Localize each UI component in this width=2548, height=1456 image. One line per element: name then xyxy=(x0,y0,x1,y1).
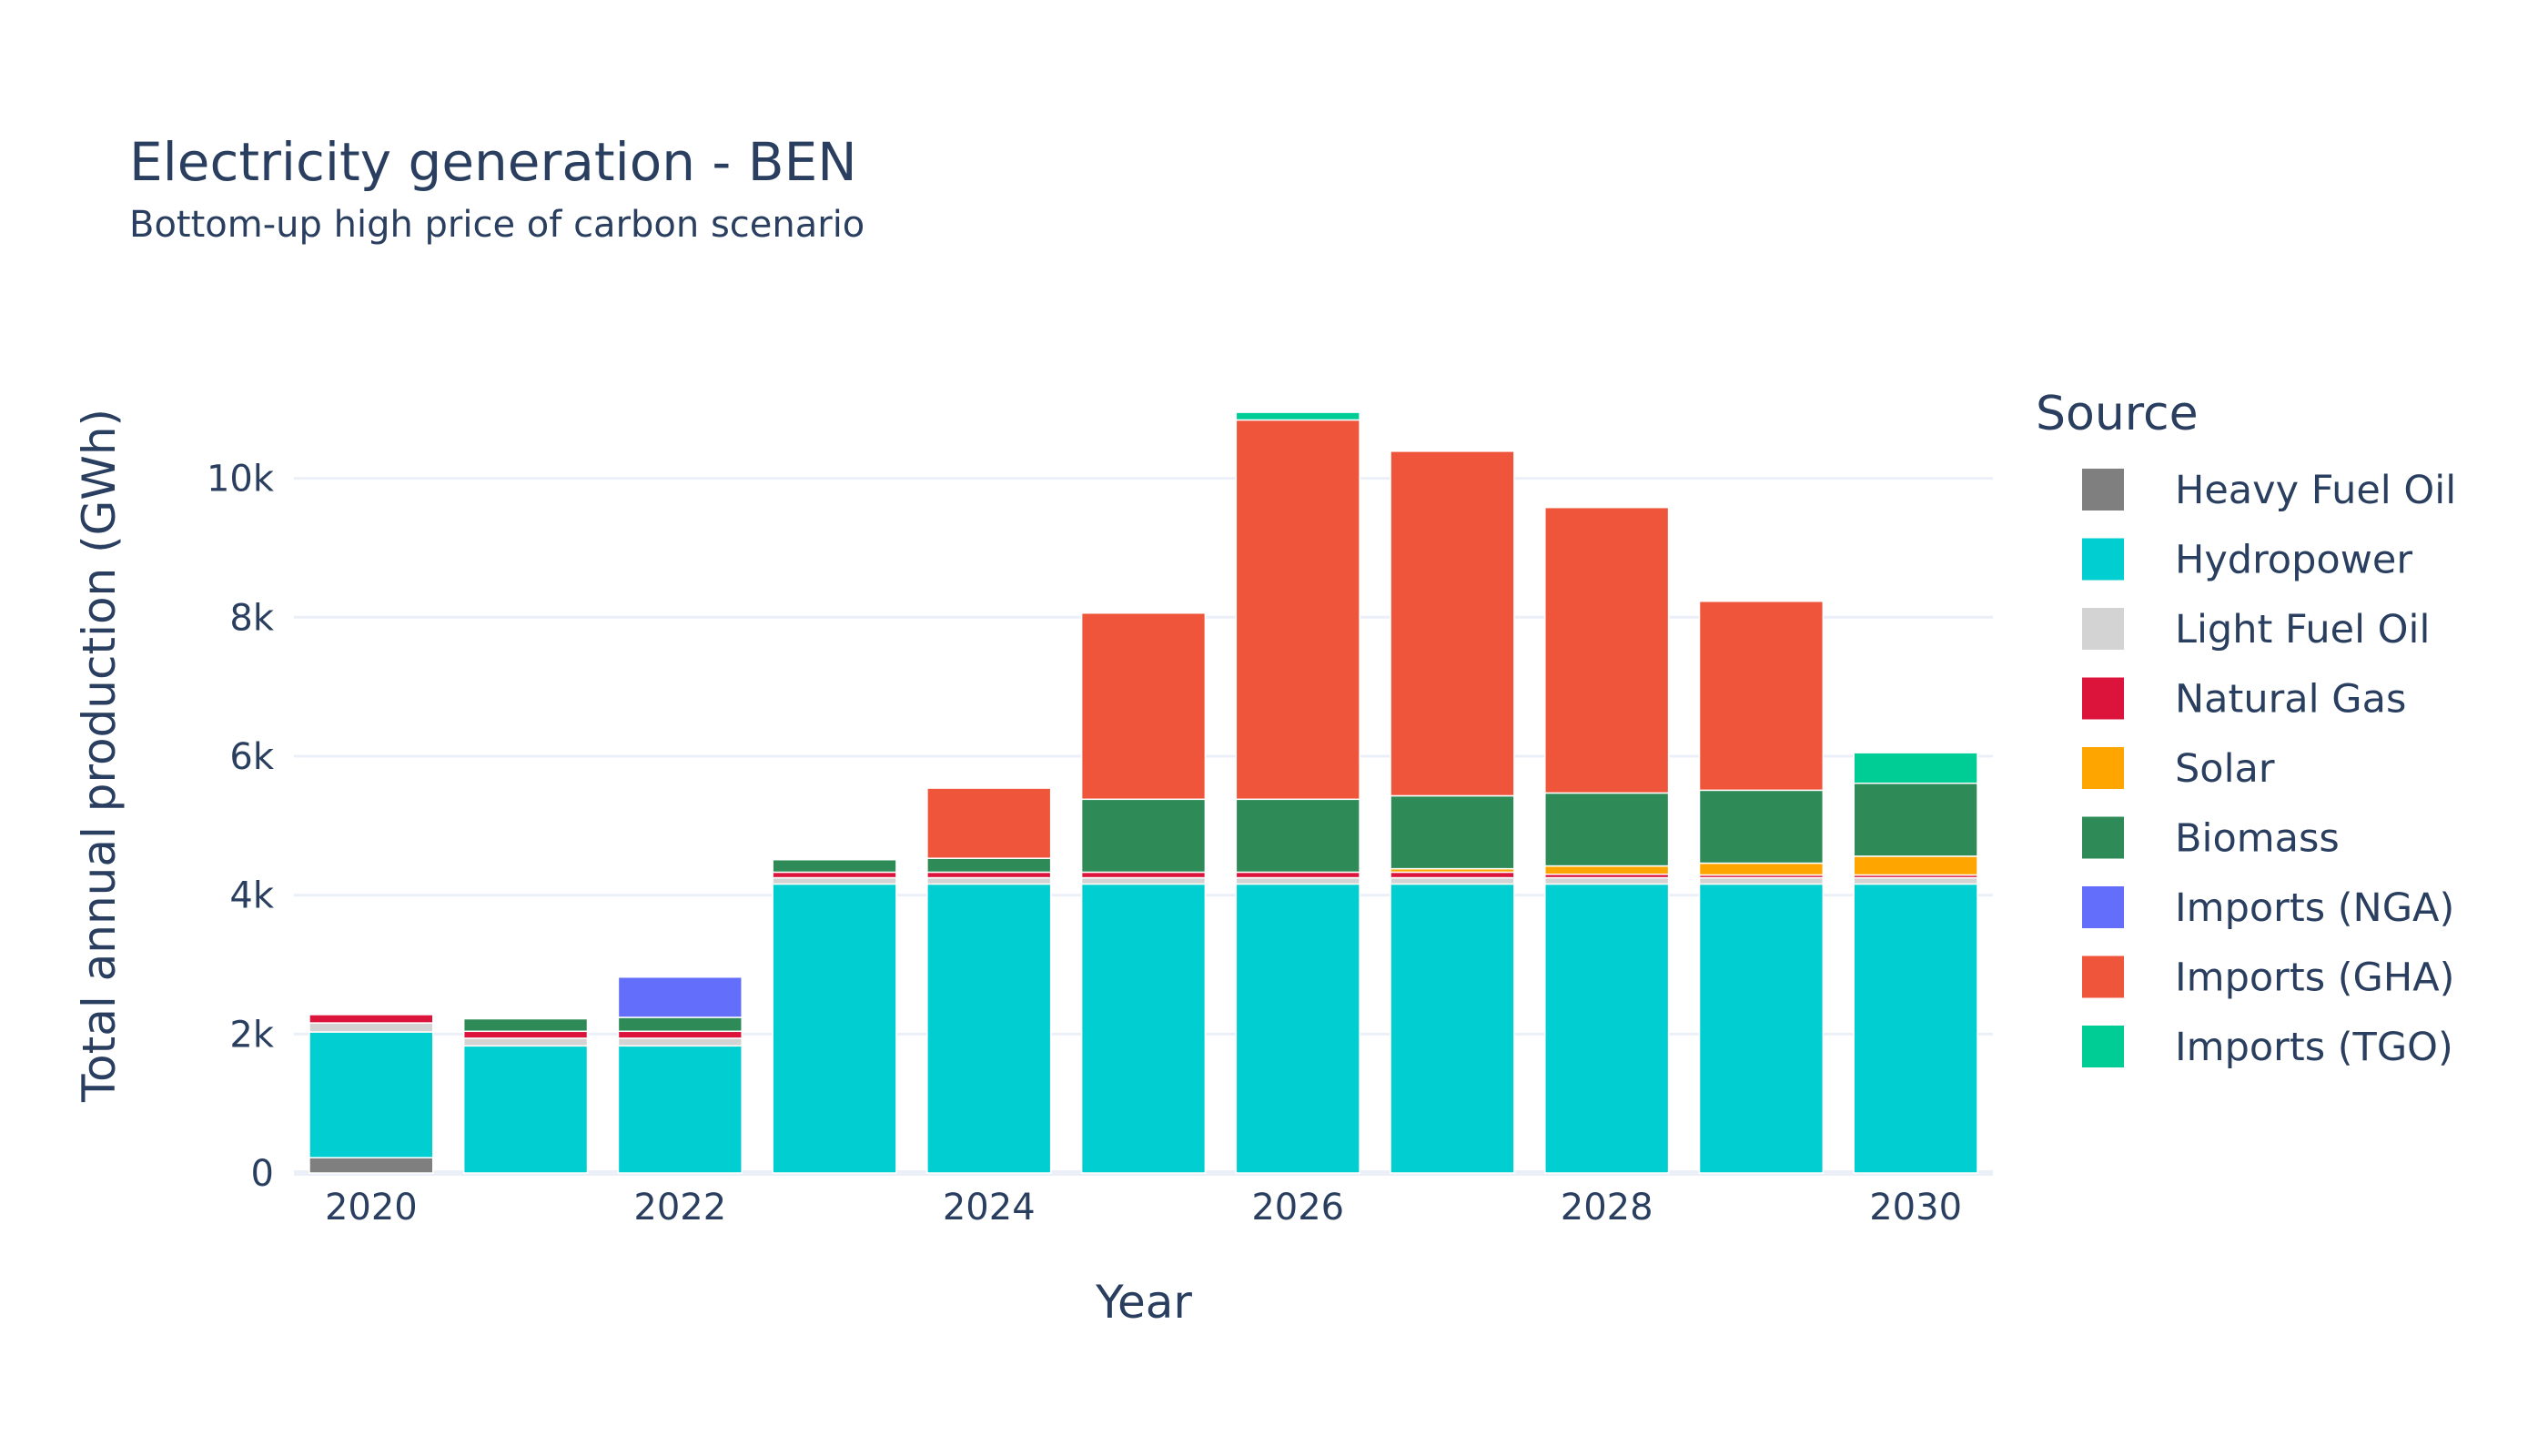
y-tick-10k: 10k xyxy=(207,459,275,500)
legend-label-hydropower: Hydropower xyxy=(2175,538,2412,583)
x-tick-2028: 2028 xyxy=(1561,1187,1653,1228)
bar-natural-gas-2021 xyxy=(462,1030,589,1039)
bar-light-fuel-oil-2027 xyxy=(1390,876,1515,885)
bar-imports-gha-2027 xyxy=(1390,450,1515,797)
legend-swatch-heavy-fuel-oil xyxy=(2082,469,2124,511)
legend-label-natural-gas: Natural Gas xyxy=(2175,677,2406,723)
bar-natural-gas-2026 xyxy=(1235,871,1360,879)
bar-hydropower-2020 xyxy=(308,1031,434,1158)
bar-imports-nga-2022 xyxy=(617,976,743,1018)
bar-hydropower-2026 xyxy=(1235,883,1360,1174)
bar-hydropower-2024 xyxy=(926,883,1052,1174)
bar-biomass-2030 xyxy=(1853,782,1978,857)
x-tick-labels: 2020 2022 2024 2026 2028 2030 xyxy=(325,1187,1962,1228)
bar-hydropower-2029 xyxy=(1698,883,1825,1174)
bar-imports-gha-2024 xyxy=(926,787,1052,859)
legend-swatch-imports-nga xyxy=(2082,886,2124,928)
bar-solar-2028 xyxy=(1544,864,1670,875)
bar-natural-gas-2025 xyxy=(1080,871,1207,879)
bar-biomass-2027 xyxy=(1390,794,1515,870)
legend-swatch-light-fuel-oil xyxy=(2082,608,2124,650)
y-tick-0: 0 xyxy=(251,1153,274,1195)
bar-imports-tgo-2030 xyxy=(1853,752,1978,784)
bar-biomass-2029 xyxy=(1698,789,1825,864)
bar-hydropower-2027 xyxy=(1390,883,1515,1174)
legend-label-biomass: Biomass xyxy=(2175,816,2340,862)
bar-light-fuel-oil-2028 xyxy=(1544,876,1670,885)
legend-label-heavy-fuel-oil: Heavy Fuel Oil xyxy=(2175,468,2456,513)
bar-hydropower-2023 xyxy=(772,883,897,1174)
legend-title: Source xyxy=(2036,387,2199,441)
bar-hydropower-2028 xyxy=(1544,883,1670,1174)
bar-imports-gha-2029 xyxy=(1698,600,1825,792)
chart-subtitle: Bottom-up high price of carbon scenario xyxy=(129,204,864,246)
legend-label-imports-gha: Imports (GHA) xyxy=(2175,956,2454,1001)
bar-biomass-2021 xyxy=(462,1017,589,1033)
x-tick-2024: 2024 xyxy=(943,1187,1036,1228)
x-axis-title: Year xyxy=(1095,1276,1192,1329)
bar-natural-gas-2022 xyxy=(617,1030,743,1039)
x-tick-2022: 2022 xyxy=(633,1187,726,1228)
legend-label-solar: Solar xyxy=(2175,746,2275,792)
y-tick-labels: 0 2k 4k 6k 8k 10k xyxy=(207,459,275,1195)
legend-label-light-fuel-oil: Light Fuel Oil xyxy=(2175,607,2430,652)
bar-hydropower-2022 xyxy=(617,1045,743,1174)
bar-hydropower-2025 xyxy=(1080,883,1207,1174)
legend-swatch-solar xyxy=(2082,747,2124,789)
bar-light-fuel-oil-2025 xyxy=(1080,876,1207,885)
y-axis-title: Total annual production (GWh) xyxy=(73,409,126,1103)
y-tick-2k: 2k xyxy=(229,1014,274,1056)
bar-hydropower-2030 xyxy=(1853,883,1978,1174)
bar-natural-gas-2020 xyxy=(308,1014,434,1024)
y-tick-8k: 8k xyxy=(229,597,274,639)
legend-swatch-imports-gha xyxy=(2082,956,2124,998)
bar-light-fuel-oil-2020 xyxy=(308,1022,434,1033)
bar-biomass-2024 xyxy=(926,857,1052,874)
bar-biomass-2028 xyxy=(1544,792,1670,867)
bar-heavy-fuel-oil-2020 xyxy=(308,1157,434,1174)
bar-solar-2029 xyxy=(1698,862,1825,876)
x-tick-2026: 2026 xyxy=(1251,1187,1344,1228)
bar-imports-gha-2026 xyxy=(1235,419,1360,801)
legend-label-imports-tgo: Imports (TGO) xyxy=(2175,1025,2453,1070)
legend-swatch-hydropower xyxy=(2082,538,2124,581)
y-tick-6k: 6k xyxy=(229,736,274,778)
chart-title: Electricity generation - BEN xyxy=(129,131,857,193)
legend-swatch-biomass xyxy=(2082,816,2124,859)
bar-hydropower-2021 xyxy=(462,1045,589,1174)
bar-natural-gas-2027 xyxy=(1390,871,1515,879)
bar-solar-2030 xyxy=(1853,855,1978,876)
bar-light-fuel-oil-2029 xyxy=(1698,876,1825,885)
legend: Source Heavy Fuel Oil Hydropower Light Fue… xyxy=(2036,387,2456,1070)
bar-light-fuel-oil-2026 xyxy=(1235,876,1360,885)
bar-light-fuel-oil-2022 xyxy=(617,1037,743,1047)
bar-light-fuel-oil-2024 xyxy=(926,876,1052,885)
legend-swatch-imports-tgo xyxy=(2082,1026,2124,1067)
y-tick-4k: 4k xyxy=(229,875,274,917)
x-tick-2020: 2020 xyxy=(325,1187,418,1228)
bar-biomass-2022 xyxy=(617,1016,743,1033)
x-tick-2030: 2030 xyxy=(1869,1187,1962,1228)
bar-natural-gas-2023 xyxy=(772,871,897,879)
bar-imports-gha-2025 xyxy=(1080,612,1207,801)
bar-imports-gha-2028 xyxy=(1544,506,1670,794)
bar-natural-gas-2024 xyxy=(926,871,1052,879)
bar-biomass-2025 xyxy=(1080,798,1207,874)
legend-swatch-natural-gas xyxy=(2082,677,2124,720)
bar-light-fuel-oil-2030 xyxy=(1853,876,1978,885)
bar-biomass-2026 xyxy=(1235,798,1360,874)
bar-light-fuel-oil-2023 xyxy=(772,876,897,885)
bar-biomass-2023 xyxy=(772,858,897,874)
legend-label-imports-nga: Imports (NGA) xyxy=(2175,885,2454,931)
bar-imports-tgo-2026 xyxy=(1235,411,1360,421)
bar-light-fuel-oil-2021 xyxy=(462,1037,589,1047)
bars xyxy=(308,411,1978,1174)
